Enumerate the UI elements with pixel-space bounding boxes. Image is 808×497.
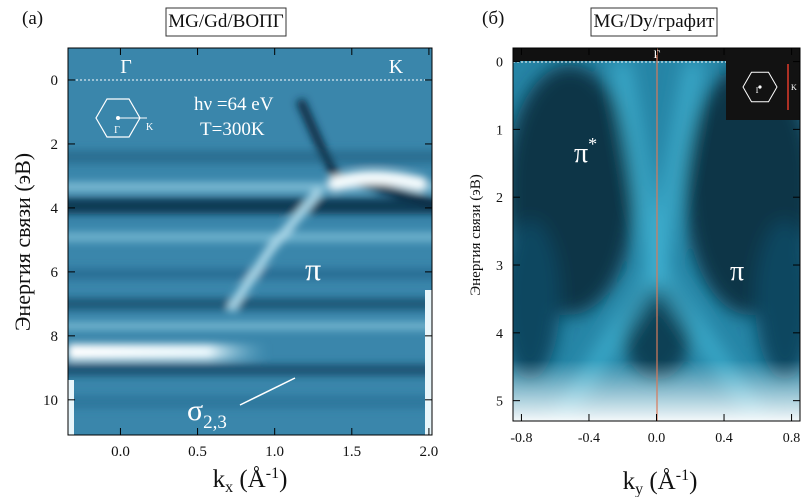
bz-center — [116, 116, 120, 120]
annotation: T=300K — [200, 119, 265, 140]
pointer — [239, 377, 296, 406]
frame-a — [67, 47, 433, 436]
y-tick-label: 1 — [496, 123, 503, 138]
bz-inset — [742, 71, 778, 103]
x-label-part: (Å — [643, 468, 676, 495]
chart-title: MG/Dy/графит — [594, 11, 716, 32]
x-tick-label: -0.8 — [510, 431, 532, 446]
annotation-part: π — [574, 138, 588, 169]
annotation: σ2,3 — [187, 394, 227, 433]
x-tick-label: -0.4 — [578, 431, 600, 446]
panel-label: (a) — [22, 8, 43, 29]
y-tick-label: 0 — [496, 56, 503, 71]
x-label-part: ) — [689, 468, 697, 495]
annotation: π — [730, 256, 744, 287]
y-tick-label: 2 — [496, 191, 503, 206]
annotation: K — [791, 83, 797, 92]
x-label-part: -1 — [266, 465, 279, 482]
y-axis-label: Энергия связи (эВ) — [468, 174, 484, 296]
annotation: Γ — [654, 47, 661, 61]
title-box — [165, 7, 287, 37]
spectrum-a — [68, 48, 432, 435]
x-label-part: k — [213, 466, 226, 493]
annotation-part: σ — [187, 394, 203, 427]
x-label-part: x — [225, 479, 233, 496]
x-label-part: k — [623, 468, 636, 495]
annotation: Γ — [114, 125, 120, 136]
bz-inset — [95, 98, 141, 138]
annotation: K — [389, 56, 404, 78]
x-tick-label: 0.5 — [188, 444, 207, 460]
x-tick-label: 1.0 — [265, 444, 284, 460]
y-tick-label: 5 — [496, 395, 503, 410]
y-tick-label: 0 — [51, 73, 59, 89]
y-tick-label: 10 — [43, 393, 58, 409]
y-tick-label: 6 — [51, 265, 59, 281]
annotation: hν =64 eV — [194, 94, 274, 115]
annotation: Γ — [756, 86, 761, 95]
x-label-part: y — [635, 481, 643, 497]
annotation: K — [146, 122, 154, 133]
annotation: π* — [574, 134, 597, 169]
annotation-part: * — [588, 134, 597, 154]
x-label-part: (Å — [233, 466, 266, 493]
x-tick-label: 0.0 — [111, 444, 130, 460]
x-label-part: ) — [279, 466, 287, 493]
x-axis-label: ky (Å-1) — [623, 467, 698, 497]
panel-label: (б) — [482, 8, 504, 29]
annotation: π — [305, 251, 321, 287]
x-tick-label: 0.4 — [715, 431, 733, 446]
bz-center — [758, 85, 762, 89]
x-label-part: -1 — [676, 467, 689, 484]
x-tick-label: 2.0 — [420, 444, 439, 460]
annotation: Γ — [120, 56, 132, 78]
x-tick-label: 0.8 — [783, 431, 801, 446]
x-axis-label: kx (Å-1) — [213, 465, 288, 496]
x-tick-label: 0.0 — [648, 431, 666, 446]
y-tick-label: 3 — [496, 259, 503, 274]
chart-title: MG/Gd/ВОПГ — [168, 11, 284, 32]
inset-box — [726, 48, 800, 120]
y-tick-label: 2 — [51, 137, 59, 153]
y-tick-label: 4 — [51, 201, 59, 217]
title-box — [590, 7, 718, 37]
y-tick-label: 4 — [496, 327, 503, 342]
y-axis-label: Энергия связи (эВ) — [10, 153, 35, 331]
annotation-part: 2,3 — [203, 412, 227, 433]
x-tick-label: 1.5 — [342, 444, 361, 460]
y-tick-label: 8 — [51, 329, 59, 345]
